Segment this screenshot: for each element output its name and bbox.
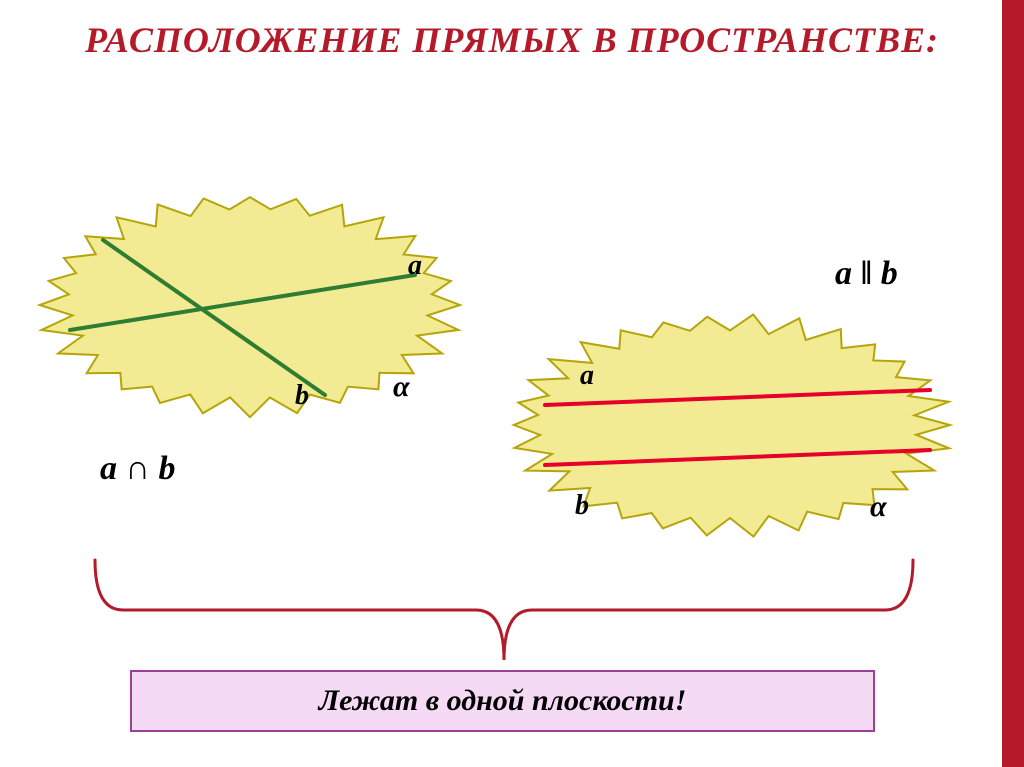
label-a-right: a (580, 360, 594, 392)
label-alpha-left: α (393, 370, 410, 404)
curly-brace (0, 0, 1024, 767)
conclusion-box: Лежат в одной плоскости! (130, 670, 875, 732)
diagram-intersecting-lines (0, 0, 1024, 767)
caption-parallel: a ‖ b (835, 255, 898, 293)
side-accent-bar (1002, 0, 1024, 767)
label-a-left: a (408, 250, 422, 282)
label-b-left: b (295, 380, 309, 412)
label-b-right: b (575, 490, 589, 522)
diagram-parallel-lines (0, 0, 1024, 767)
conclusion-text: Лежат в одной плоскости! (319, 684, 687, 718)
caption-intersect: a ∩ b (100, 450, 175, 488)
label-alpha-right: α (870, 490, 887, 524)
page-title: РАСПОЛОЖЕНИЕ ПРЯМЫХ В ПРОСТРАНСТВЕ: (0, 18, 1024, 63)
